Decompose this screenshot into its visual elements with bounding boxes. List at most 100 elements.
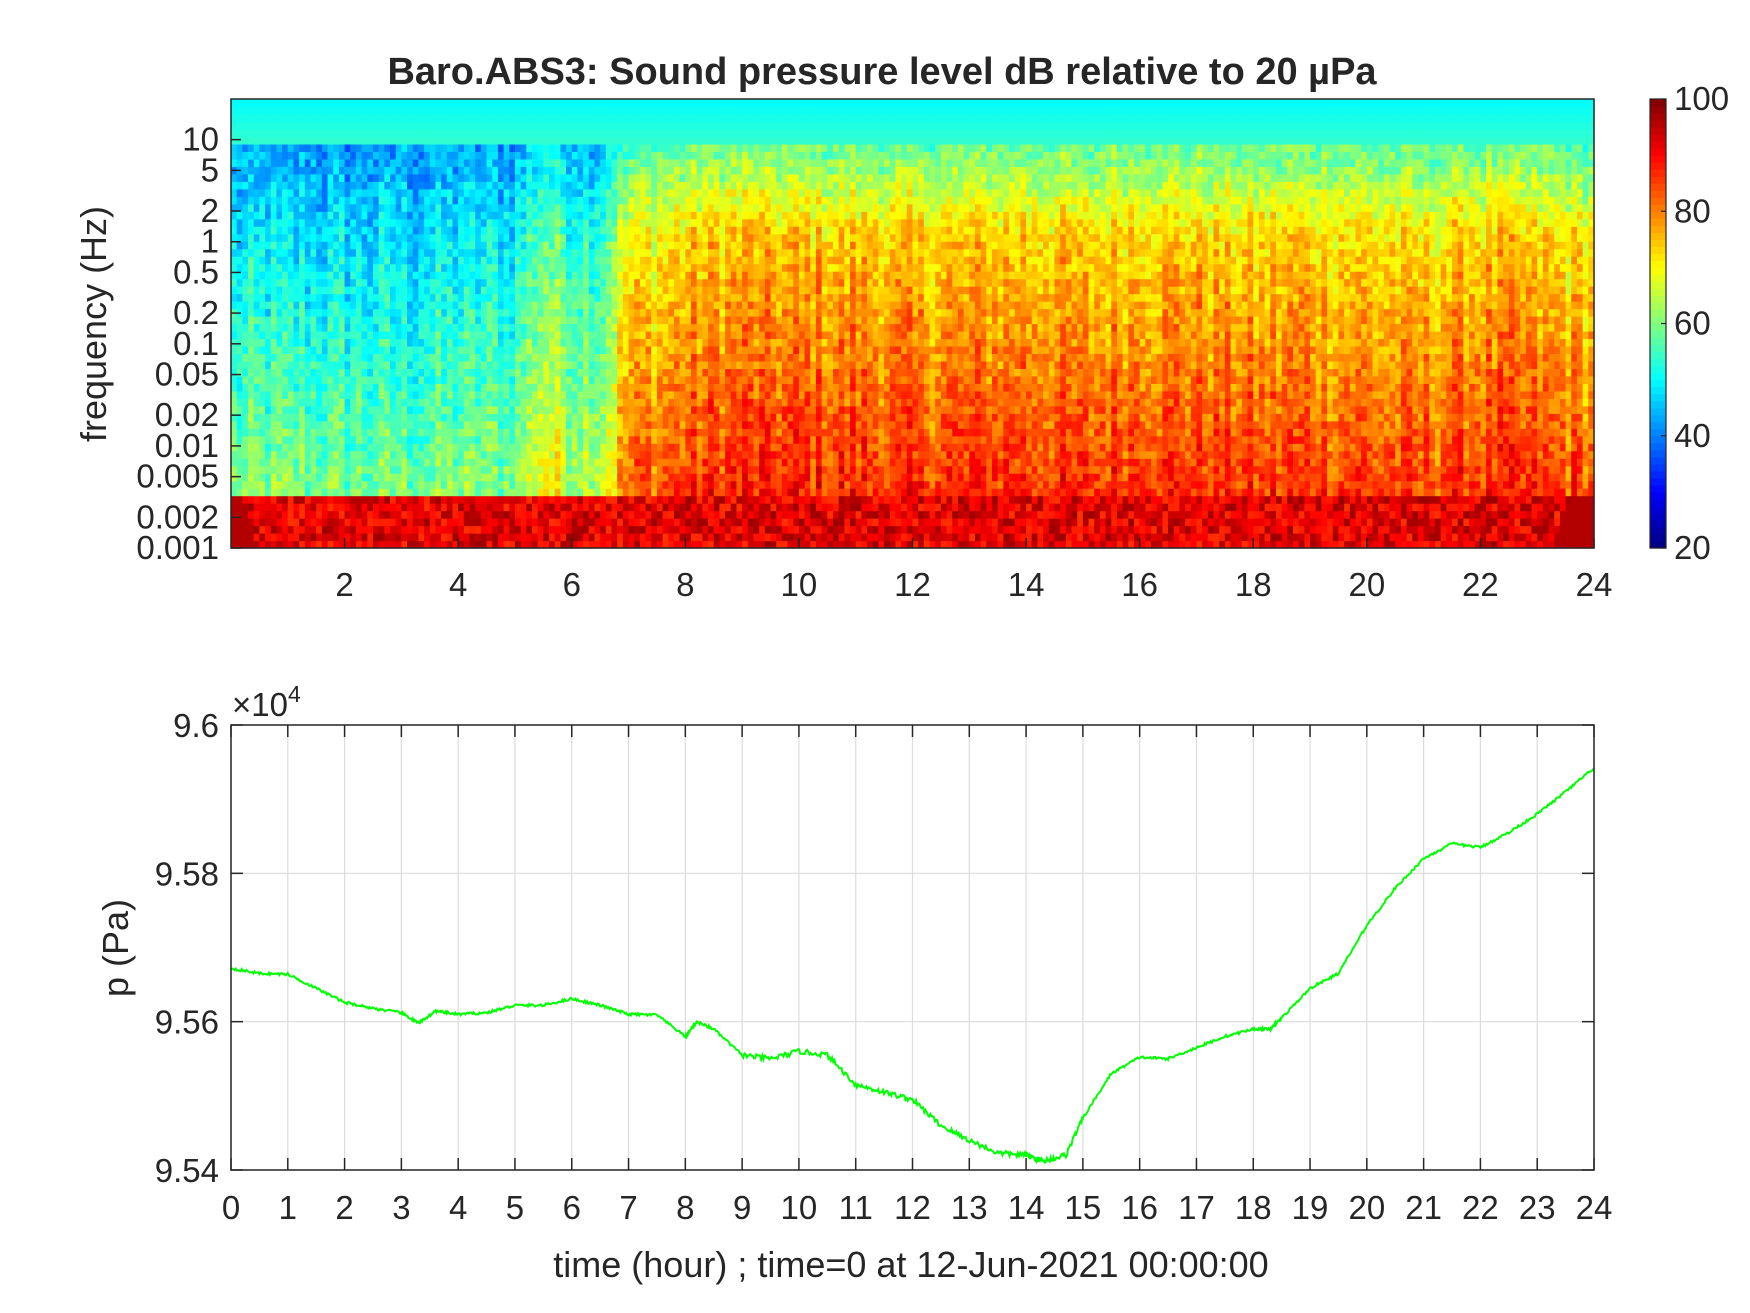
spectrogram-cell (492, 278, 499, 287)
spectrogram-cell (293, 443, 300, 452)
spectrogram-cell (248, 533, 255, 542)
spectrogram-cell (634, 256, 641, 265)
spectrogram-cell (628, 166, 635, 175)
spectrogram-cell (242, 211, 249, 220)
spectrogram-cell (429, 158, 437, 167)
spectrogram-cell (390, 271, 397, 280)
spectrogram-cell (270, 218, 278, 227)
spectrogram-cell (338, 316, 346, 325)
spectrogram-cell (265, 203, 272, 212)
spectrogram-cell (475, 323, 482, 332)
spectrogram-cell (486, 488, 493, 497)
spectrogram-cell (452, 151, 459, 160)
spectrogram-cell (270, 338, 278, 347)
spectrogram-cell (231, 113, 238, 123)
spectrogram-cell (639, 473, 647, 482)
spectrogram-cell (310, 503, 317, 512)
spectrogram-cell (492, 525, 499, 534)
spectrogram-cell (372, 113, 380, 123)
spectrogram-cell (622, 383, 630, 392)
spectrogram-cell (509, 143, 516, 152)
spectrogram-cell (639, 158, 647, 167)
spectrogram-cell (418, 248, 425, 257)
spectrogram-cell (384, 488, 391, 497)
spectrogram-cell (424, 218, 431, 227)
spectrogram-cell (588, 398, 596, 407)
spectrogram-cell (628, 286, 635, 295)
spectrogram-cell (378, 121, 385, 130)
spectrogram-cell (367, 405, 374, 414)
spectrogram-cell (321, 503, 329, 512)
spectrogram-cell (600, 106, 607, 115)
spectrogram-cell (435, 465, 442, 474)
spectrogram-cell (287, 540, 295, 549)
spectrogram-cell (656, 375, 664, 384)
spectrogram-cell (605, 428, 613, 437)
spectrogram-cell (503, 398, 510, 407)
spectrogram-cell (634, 158, 641, 167)
spectrogram-cell (588, 458, 596, 467)
spectrogram-cell (270, 113, 278, 123)
spectrogram-cell (526, 518, 533, 527)
spectrogram-cell (418, 390, 425, 399)
spectrogram-cell (651, 323, 658, 332)
spectrogram-cell (424, 241, 431, 250)
spectrogram-cell (543, 450, 550, 459)
spectrogram-cell (384, 181, 391, 190)
spectrogram-cell (316, 390, 323, 399)
spectrogram-cell (390, 166, 397, 175)
spectrogram-cell (378, 218, 385, 227)
spectrogram-cell (231, 353, 238, 362)
spectrogram-cell (361, 465, 368, 474)
spectrogram-cell (282, 413, 289, 422)
spectrogram-cell (407, 173, 414, 182)
spectrogram-cell (656, 263, 664, 272)
spectrogram-cell (469, 113, 476, 123)
spectrogram-cell (276, 420, 283, 429)
spectrogram-cell (611, 443, 618, 452)
spectrogram-cell (639, 375, 647, 384)
spectrogram-cell (475, 510, 482, 519)
spectrogram-cell (441, 375, 448, 384)
spectrogram-cell (560, 188, 567, 197)
spectrogram-cell (310, 345, 317, 355)
spectrogram-cell (253, 495, 260, 504)
spectrogram-cell (452, 181, 459, 190)
spectrogram-cell (634, 495, 641, 504)
spectrogram-cell (401, 181, 408, 190)
spectrogram-cell (639, 99, 647, 108)
spectrogram-cell (503, 368, 510, 377)
spectrogram-cell (384, 136, 391, 145)
spectrogram-cell (639, 323, 647, 332)
spectrogram-cell (571, 405, 579, 414)
spectrogram-cell (344, 301, 351, 310)
spectrogram-cell (668, 383, 675, 392)
spectrogram-cell (350, 458, 357, 467)
spectrogram-cell (407, 443, 414, 452)
spectrogram-cell (520, 181, 527, 190)
spectrogram-cell (299, 323, 306, 332)
spectrogram-cell (594, 278, 601, 287)
spectrogram-cell (441, 533, 448, 542)
spectrogram-cell (316, 316, 323, 325)
spectrogram-cell (492, 465, 499, 474)
spectrogram-cell (554, 278, 561, 287)
spectrogram-cell (566, 420, 573, 429)
spectrogram-cell (412, 443, 420, 452)
spectrogram-cell (304, 263, 312, 272)
spectrogram-cell (691, 345, 698, 355)
spectrogram-cell (248, 510, 255, 519)
spectrogram-cell (293, 293, 300, 302)
spectrogram-cell (639, 248, 647, 257)
spectrogram-cell (662, 458, 669, 467)
spectrogram-cell (662, 106, 669, 115)
spectrogram-cell (611, 488, 618, 497)
spectrogram-cell (407, 495, 414, 504)
spectrogram-cell (583, 278, 590, 287)
spectrogram-cell (321, 241, 329, 250)
spectrogram-cell (628, 226, 635, 235)
spectrogram-cell (588, 518, 596, 527)
spectrogram-cell (617, 390, 624, 399)
spectrogram-cell (497, 495, 505, 504)
spectrogram-cell (594, 510, 601, 519)
